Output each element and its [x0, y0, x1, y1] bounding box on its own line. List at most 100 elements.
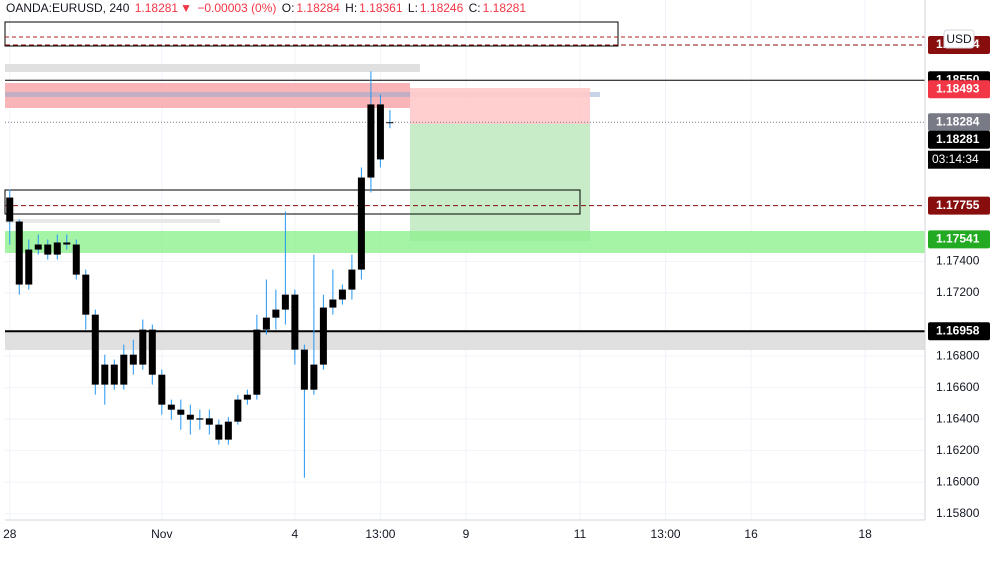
ohlc-label: C:	[468, 1, 481, 15]
candle-body	[272, 309, 280, 318]
candle-body	[167, 404, 175, 410]
price-label-box	[928, 322, 990, 341]
candle-body	[139, 329, 147, 365]
x-tick-label: 11	[574, 527, 587, 541]
y-tick-label: 1.16800	[936, 348, 980, 362]
ohlc-label: H:	[345, 1, 358, 15]
candles	[6, 71, 394, 478]
y-tick-label: 1.16400	[936, 411, 980, 425]
candle-body	[196, 418, 204, 420]
candle-body	[205, 418, 213, 425]
x-tick-label: 13:00	[651, 527, 681, 541]
ohlc-label: O:	[281, 1, 295, 15]
candle-body	[6, 197, 14, 222]
candle-body	[281, 294, 289, 310]
price-label-box	[928, 80, 990, 99]
candle-body	[338, 289, 346, 300]
candle-body	[243, 394, 251, 400]
candle-body	[186, 414, 194, 420]
candle-body	[329, 299, 337, 308]
axes: 1.17400 1.17200 1.16800 1.16600 1.16400 1.162…	[3, 36, 990, 541]
candle-body	[319, 307, 327, 365]
candle-body	[158, 374, 166, 405]
candle-body	[357, 177, 365, 270]
candle-body	[262, 317, 270, 330]
last-price-label: 1.18281	[936, 132, 980, 146]
candle-body	[82, 274, 90, 315]
header: OANDA:EURUSD, 240 1.18281 ▼ −0.00003 (0%)…	[6, 1, 528, 15]
candle-body	[25, 249, 33, 285]
price-label-box	[928, 230, 990, 249]
y-tick-label: 1.15800	[936, 506, 980, 520]
x-tick-label: Nov	[151, 527, 172, 541]
candle-body	[53, 242, 61, 255]
x-tick-label: 16	[744, 527, 758, 541]
countdown: 03:14:34	[932, 152, 979, 166]
candle-body	[177, 409, 185, 415]
price-label: 1.17755	[936, 198, 980, 212]
ohlc-value: 1.18281	[482, 1, 527, 15]
candle-body	[34, 244, 42, 250]
y-tick-label: 1.17200	[936, 285, 980, 299]
stop-zone	[410, 88, 590, 124]
price-label-box	[928, 196, 990, 215]
candle-body	[148, 329, 156, 375]
target-zone	[410, 124, 590, 241]
y-tick-label: 1.16200	[936, 443, 980, 457]
price-label-box	[928, 130, 990, 149]
candle-body	[367, 104, 375, 178]
ohlc-value: 1.18246	[419, 1, 464, 15]
box	[4, 21, 619, 47]
currency-button[interactable]	[943, 29, 975, 49]
down-arrow: ▼	[180, 1, 192, 15]
ohlc-value: 1.18361	[359, 1, 403, 15]
y-tick-label: 1.16000	[936, 474, 980, 488]
symbol: OANDA:EURUSD, 240	[6, 1, 130, 15]
candle-body	[215, 424, 223, 440]
price-label: 1.18493	[936, 81, 980, 95]
grid	[5, 0, 925, 520]
zone	[5, 92, 600, 97]
change: −0.00003 (0%)	[197, 1, 277, 15]
zone	[5, 219, 220, 223]
candle-body	[310, 364, 318, 390]
price-label: 1.17541	[936, 231, 980, 245]
zone	[5, 64, 420, 72]
candle-body	[72, 244, 80, 275]
candle-body	[376, 104, 384, 160]
zone	[5, 331, 925, 350]
x-tick-label: 18	[858, 527, 872, 541]
candle-body	[91, 314, 99, 385]
price-label: 1.18284	[936, 114, 980, 128]
candle-body	[15, 221, 23, 285]
levels	[5, 44, 925, 333]
box	[4, 189, 581, 215]
currency-label: USD	[946, 32, 972, 46]
x-tick-label: 13:00	[365, 527, 395, 541]
ohlc-label: L:	[407, 1, 418, 15]
y-tick-label: 1.16600	[936, 380, 980, 394]
candle-body	[234, 399, 242, 422]
candle-body	[129, 354, 137, 365]
x-tick-label: 28	[3, 527, 17, 541]
candle-body	[63, 242, 71, 245]
x-tick-label: 4	[292, 527, 299, 541]
price-label: 1.16958	[936, 323, 980, 337]
countdown-box	[928, 150, 990, 169]
x-tick-label: 9	[463, 527, 470, 541]
candle-body	[120, 354, 128, 385]
candle-body	[386, 122, 394, 124]
last-price: 1.18281	[134, 1, 179, 15]
candle-body	[253, 329, 261, 395]
candle-body	[110, 364, 118, 385]
zone	[5, 231, 925, 253]
candle-body	[224, 421, 232, 440]
candle-body	[348, 269, 356, 290]
ohlc-value: 1.18284	[296, 1, 340, 15]
candle-body	[300, 349, 308, 390]
candle-body	[101, 364, 109, 385]
candle-body	[44, 244, 52, 255]
candle-body	[291, 294, 299, 350]
